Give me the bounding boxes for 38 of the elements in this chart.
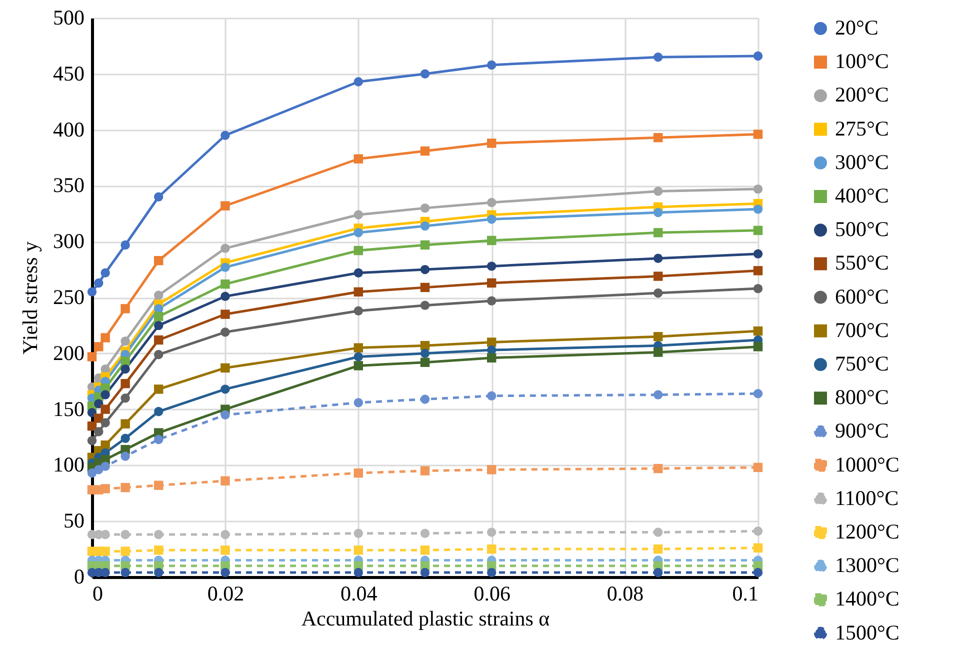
y-tick-label: 400: [53, 117, 84, 142]
legend-label: 300°C: [835, 150, 889, 174]
y-tick-label: 50: [64, 508, 84, 533]
y-tick-label: 0: [74, 564, 84, 588]
legend-label: 500°C: [835, 217, 889, 242]
legend-label: 700°C: [835, 318, 889, 342]
legend-label: 900°C: [835, 418, 889, 443]
legend-label: 200°C: [835, 82, 889, 107]
y-tick-label: 450: [53, 61, 84, 86]
legend-label: 1500°C: [835, 620, 900, 644]
x-axis-title: Accumulated plastic strains α: [301, 606, 550, 630]
legend-label: 1200°C: [835, 520, 900, 544]
x-tick-label: 0: [92, 582, 103, 606]
y-tick-label: 150: [53, 396, 84, 421]
x-tick-label: 0.1: [732, 582, 758, 606]
y-axis-title: Yield stress y: [18, 240, 42, 355]
y-tick-label: 100: [53, 452, 84, 477]
legend-label: 400°C: [835, 184, 889, 208]
y-tick-label: 350: [53, 173, 84, 198]
legend-label: 100°C: [835, 49, 889, 74]
legend-label: 550°C: [835, 250, 889, 275]
y-tick-label: 200: [53, 340, 84, 365]
x-tick-label: 0.04: [340, 582, 378, 606]
legend-label: 1100°C: [835, 486, 899, 510]
x-tick-label: 0.08: [606, 582, 644, 606]
legend-label: 20°C: [835, 16, 878, 40]
legend-label: 1000°C: [835, 452, 900, 476]
legend-label: 600°C: [835, 284, 889, 308]
y-tick-label: 250: [53, 285, 84, 309]
y-tick-label: 500: [53, 6, 84, 30]
legend-label: 275°C: [835, 116, 889, 140]
legend-label: 800°C: [835, 385, 889, 410]
x-tick-label: 0.06: [474, 582, 510, 606]
x-tick-label: 0.02: [207, 582, 244, 606]
legend-label: 1300°C: [835, 553, 900, 578]
legend-label: 1400°C: [835, 586, 900, 611]
y-tick-label: 300: [53, 229, 84, 254]
legend-label: 750°C: [835, 352, 889, 376]
